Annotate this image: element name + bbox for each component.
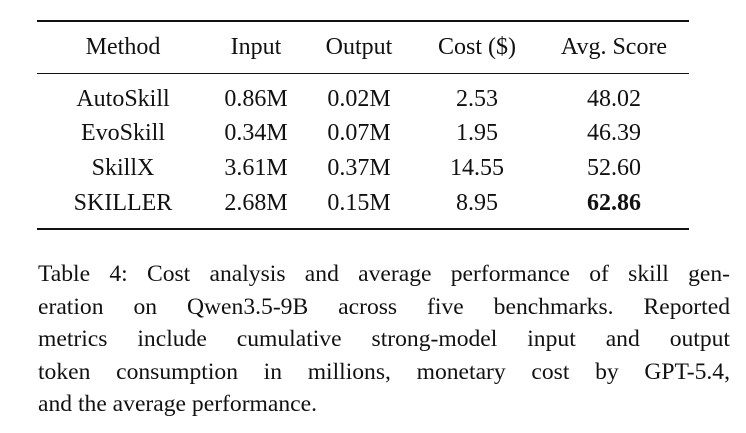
cell-cost: 2.53	[456, 85, 498, 112]
cell-output: 0.15M	[327, 189, 391, 216]
header-method: Method	[85, 34, 161, 60]
table-row: AutoSkill 0.86M 0.02M 2.53 48.02	[37, 74, 689, 116]
cell-score: 52.60	[587, 155, 641, 181]
cell-cost: 14.55	[450, 155, 504, 181]
caption-line: Table 4: Cost analysis and average perfo…	[38, 261, 730, 287]
caption-line: metrics include cumulative strong-model …	[38, 326, 730, 353]
cell-method: SkillX	[91, 155, 155, 181]
header-cost: Cost ($)	[438, 34, 516, 60]
table-mid-rule	[37, 73, 689, 74]
cell-method: EvoSkill	[80, 120, 165, 146]
table-row: SkillX 3.61M 0.37M 14.55 52.60	[37, 151, 689, 186]
cell-cost: 8.95	[456, 189, 498, 216]
cell-input: 0.86M	[224, 85, 288, 112]
table-header-row: Method Input Output Cost ($) Avg. Score	[37, 22, 689, 73]
cell-cost: 1.95	[456, 120, 498, 146]
caption-line: token consumption in millions, monetary …	[38, 358, 730, 385]
caption-line: and the average performance.	[38, 391, 318, 418]
cell-output: 0.07M	[327, 120, 391, 146]
cell-input: 2.68M	[224, 189, 288, 216]
results-table-container: Method Input Output Cost ($) Avg. Score …	[37, 20, 689, 230]
table-row: EvoSkill 0.34M 0.07M 1.95 46.39	[37, 116, 689, 151]
cell-method: SKILLER	[73, 189, 173, 216]
cell-score: 48.02	[587, 85, 641, 112]
header-avg-score: Avg. Score	[560, 34, 668, 60]
cell-output: 0.37M	[327, 155, 391, 181]
table-bottom-rule	[37, 228, 689, 230]
cell-input: 3.61M	[224, 155, 288, 181]
cell-input: 0.34M	[224, 120, 288, 146]
table-top-rule	[37, 20, 689, 22]
cell-score-best: 62.86	[587, 189, 641, 216]
cost-analysis-table-body: AutoSkill 0.86M 0.02M 2.53 48.02 EvoSkil…	[37, 74, 689, 228]
table-row: SKILLER 2.68M 0.15M 8.95 62.86	[37, 186, 689, 228]
cost-analysis-table: Method Input Output Cost ($) Avg. Score	[37, 22, 689, 73]
cell-score: 46.39	[587, 120, 641, 146]
header-input: Input	[230, 34, 282, 60]
cell-output: 0.02M	[327, 85, 391, 112]
table-caption: Table 4: Cost analysis and average perfo…	[38, 258, 730, 421]
caption-line: eration on Qwen3.5-9B across five benchm…	[38, 293, 730, 320]
cell-method: AutoSkill	[76, 85, 170, 112]
header-output: Output	[325, 34, 393, 60]
